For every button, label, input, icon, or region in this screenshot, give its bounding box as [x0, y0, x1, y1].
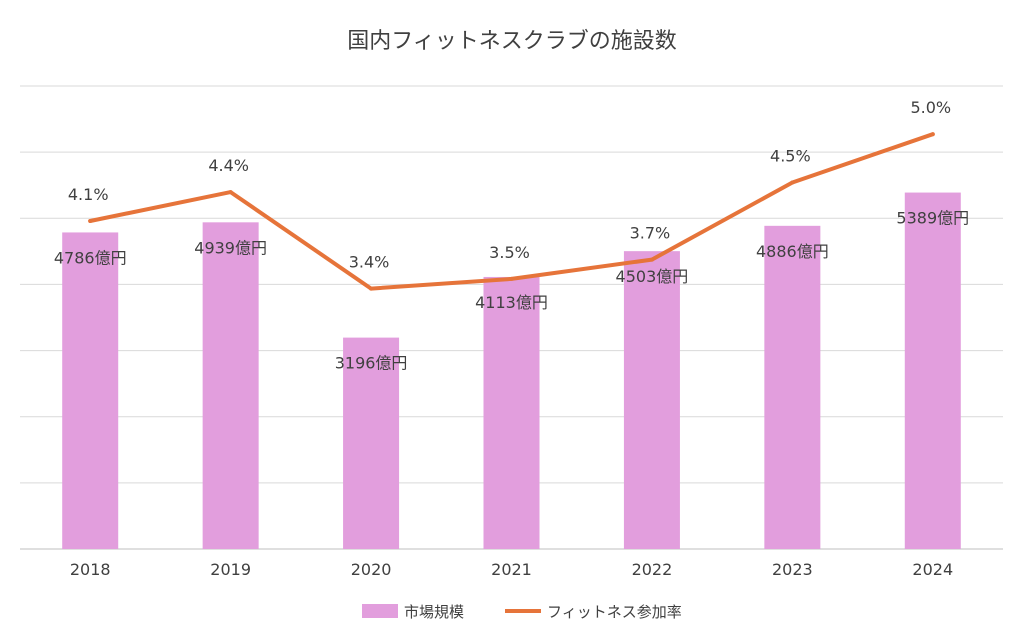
- x-axis: 2018 2019 2020 2021 2022 2023 2024: [70, 560, 953, 579]
- line-point-2024: [930, 132, 935, 137]
- line-point-2022: [649, 257, 654, 262]
- line-label-2023: 4.5%: [770, 146, 811, 165]
- bar-2021: [483, 276, 540, 549]
- line-label-2018: 4.1%: [68, 185, 109, 204]
- bar-series: [62, 192, 961, 550]
- line-data-labels: 4.1% 4.4% 3.4% 3.5% 3.7% 4.5% 5.0%: [68, 98, 951, 271]
- bar-2018: [62, 232, 119, 549]
- line-label-2019: 4.4%: [208, 156, 249, 175]
- legend-label-line: フィットネス参加率: [547, 603, 682, 621]
- x-tick-label: 2023: [772, 560, 813, 579]
- bar-2024: [904, 192, 961, 549]
- line-label-2021: 3.5%: [489, 243, 530, 262]
- line-point-2018: [88, 219, 93, 224]
- legend-swatch-bar: [362, 604, 398, 618]
- x-tick-label: 2020: [351, 560, 392, 579]
- line-label-2024: 5.0%: [910, 98, 951, 117]
- bar-label-2018: 4786億円: [54, 248, 127, 267]
- bar-label-2022: 4503億円: [616, 267, 689, 286]
- bar-label-2020: 3196億円: [335, 354, 408, 373]
- line-series: [88, 132, 935, 291]
- bar-data-labels: 4786億円 4939億円 3196億円 4113億円 4503億円 4886億円 5389…: [54, 209, 969, 373]
- bar-label-2023: 4886億円: [756, 242, 829, 261]
- line-label-2020: 3.4%: [349, 253, 390, 272]
- chart-title: 国内フィットネスクラブの施設数: [347, 29, 677, 54]
- line-point-2019: [228, 190, 233, 195]
- bar-2019: [202, 222, 259, 549]
- x-tick-label: 2018: [70, 560, 111, 579]
- x-tick-label: 2022: [632, 560, 673, 579]
- line-label-2022: 3.7%: [630, 224, 671, 243]
- bar-2022: [623, 251, 680, 550]
- bar-2020: [343, 337, 400, 549]
- bar-label-2021: 4113億円: [475, 293, 548, 312]
- line-point-2023: [790, 180, 795, 185]
- x-tick-label: 2019: [210, 560, 251, 579]
- bar-label-2019: 4939億円: [194, 238, 267, 257]
- legend: 市場規模 フィットネス参加率: [362, 603, 682, 621]
- legend-label-bar: 市場規模: [404, 603, 464, 621]
- bar-2023: [764, 225, 821, 550]
- x-tick-label: 2021: [491, 560, 532, 579]
- line-point-2021: [509, 276, 514, 281]
- x-tick-label: 2024: [912, 560, 953, 579]
- bar-label-2024: 5389億円: [896, 209, 969, 228]
- line-point-2020: [369, 286, 374, 291]
